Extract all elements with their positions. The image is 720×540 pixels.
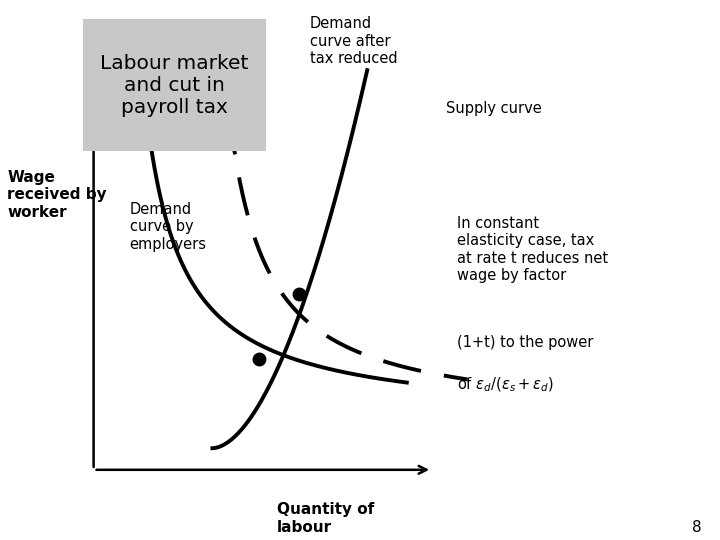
Text: 8: 8 bbox=[693, 519, 702, 535]
Text: Demand
curve after
tax reduced: Demand curve after tax reduced bbox=[310, 16, 397, 66]
Text: Supply curve: Supply curve bbox=[446, 100, 542, 116]
Text: Quantity of
labour: Quantity of labour bbox=[277, 502, 374, 535]
Text: Labour market
and cut in
payroll tax: Labour market and cut in payroll tax bbox=[100, 53, 249, 117]
FancyBboxPatch shape bbox=[83, 19, 266, 151]
Text: (1+t) to the power: (1+t) to the power bbox=[457, 335, 593, 350]
Text: Wage
received by
worker: Wage received by worker bbox=[7, 170, 107, 220]
Text: In constant
elasticity case, tax
at rate t reduces net
wage by factor: In constant elasticity case, tax at rate… bbox=[457, 216, 608, 283]
Text: Demand
curve by
employers: Demand curve by employers bbox=[130, 202, 207, 252]
Text: of $\varepsilon_d/(\varepsilon_s+\varepsilon_d)$: of $\varepsilon_d/(\varepsilon_s+\vareps… bbox=[457, 375, 554, 394]
